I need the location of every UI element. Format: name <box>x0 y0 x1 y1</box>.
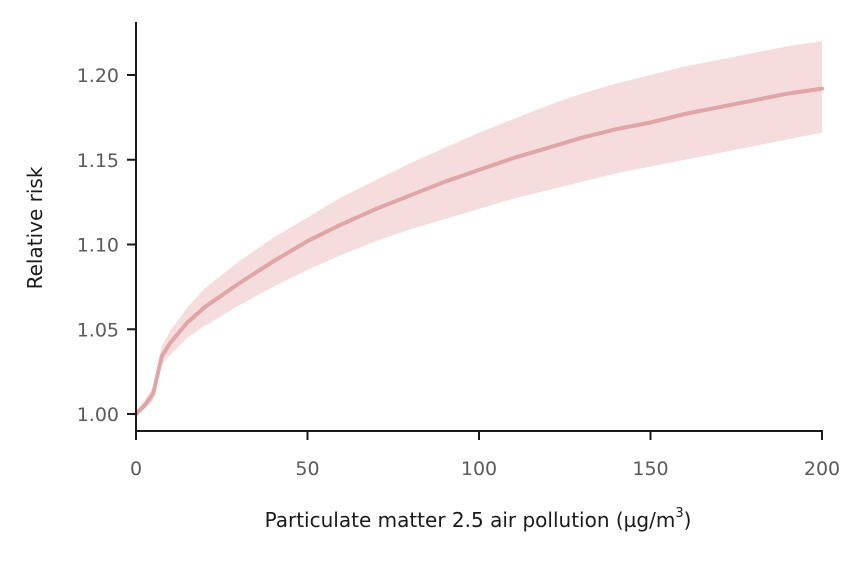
y-tick-label: 1.00 <box>77 404 119 426</box>
x-axis-title: Particulate matter 2.5 air pollution (µg… <box>265 506 692 532</box>
x-tick-label: 200 <box>804 458 840 480</box>
y-axis-title: Relative risk <box>23 166 47 289</box>
y-tick-label: 1.15 <box>77 150 119 172</box>
x-axis-title-close: ) <box>684 508 692 532</box>
x-tick-label: 0 <box>130 458 142 480</box>
x-tick-label: 150 <box>632 458 668 480</box>
y-tick-label: 1.20 <box>77 65 119 87</box>
x-axis-title-text: Particulate matter 2.5 air pollution (µg… <box>265 508 657 532</box>
x-tick-label: 100 <box>461 458 497 480</box>
x-axis-title-exponent: 3 <box>675 506 683 521</box>
series-line-0 <box>134 86 824 416</box>
x-tick-label: 50 <box>295 458 319 480</box>
x-axis-title-unit: m <box>656 508 675 532</box>
y-tick-label: 1.10 <box>77 235 119 257</box>
y-tick-label: 1.05 <box>77 319 119 341</box>
plot-area <box>134 41 824 416</box>
ticks: 0 50 100 150 200 1.00 1.05 1.10 1.15 1.20 <box>77 65 840 480</box>
confidence-band-0 <box>136 41 822 414</box>
